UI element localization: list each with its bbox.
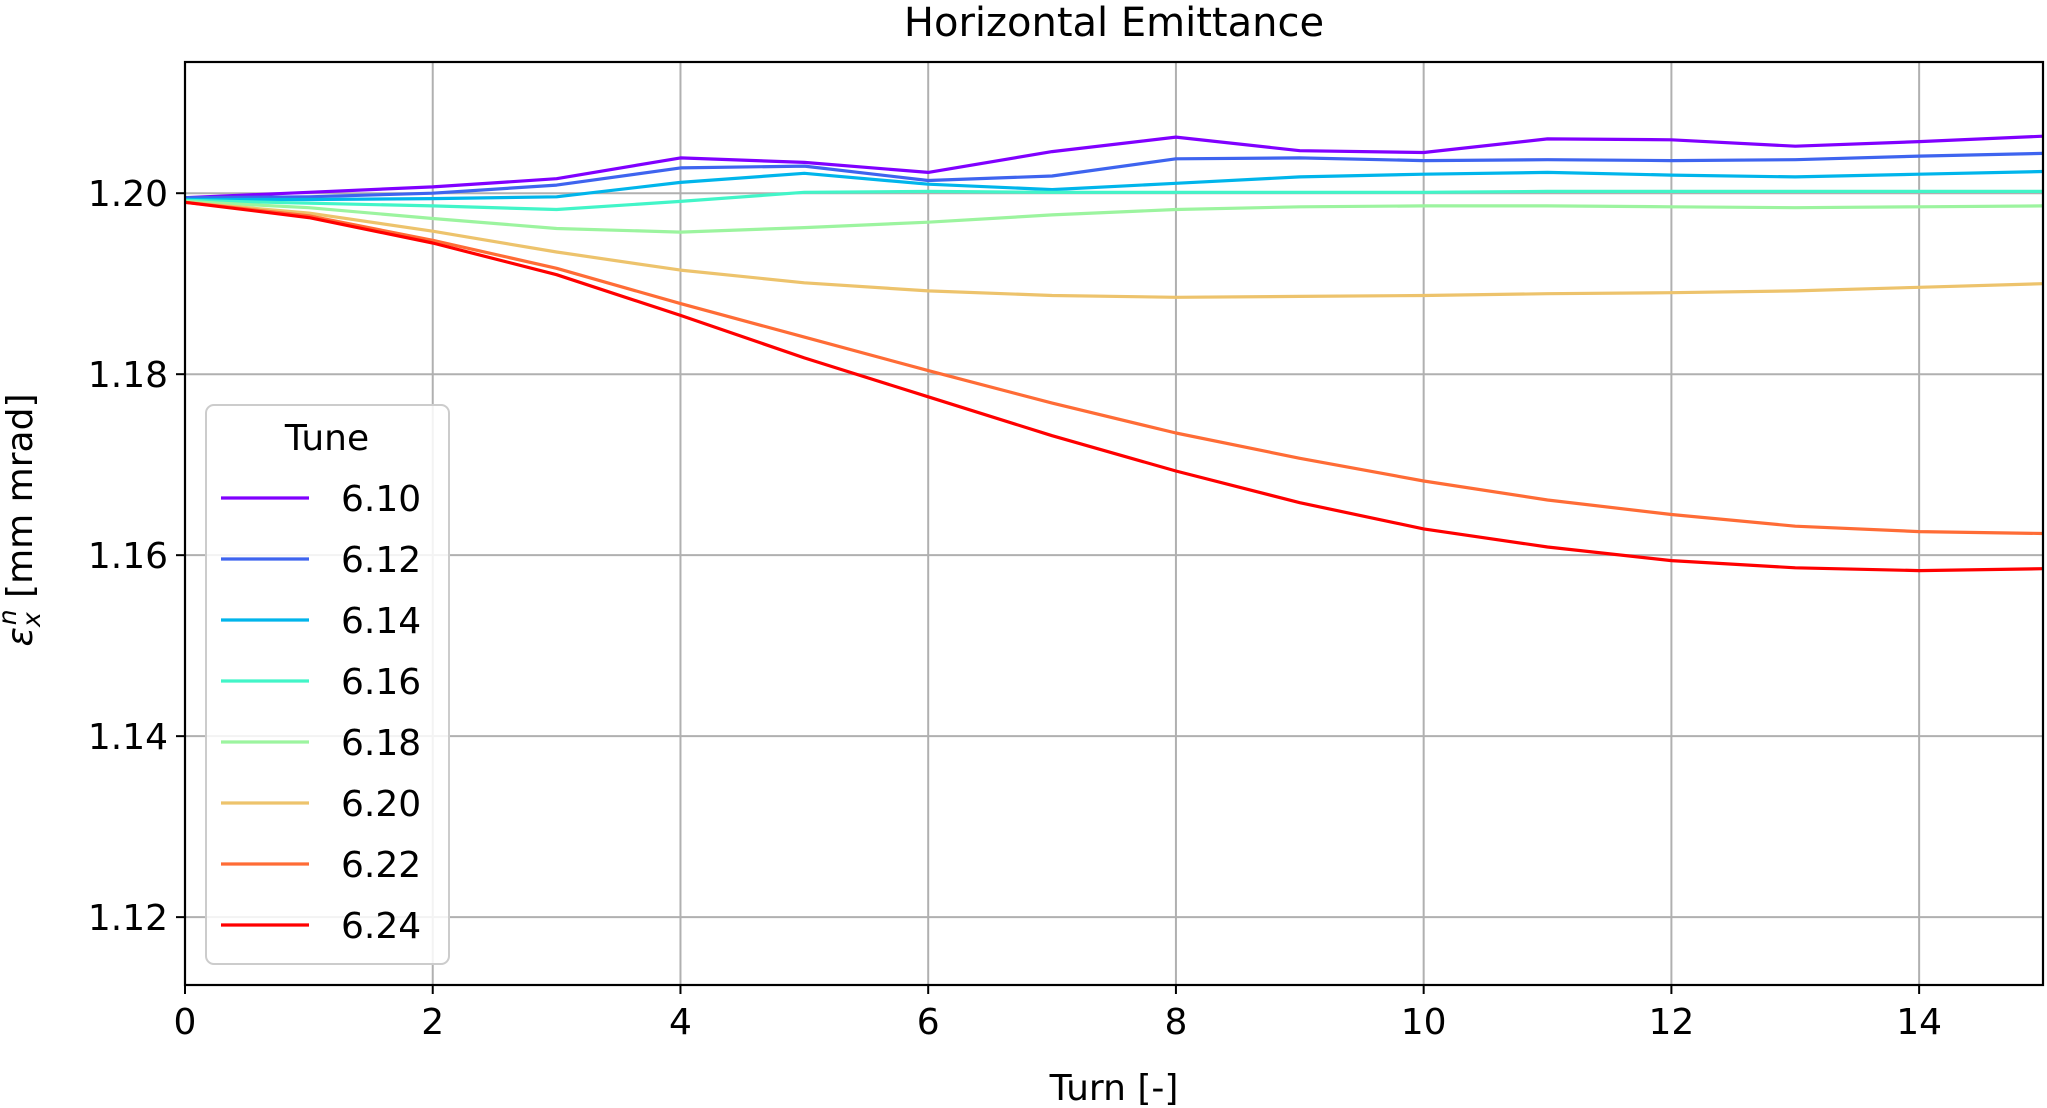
- x-axis-label: Turn [-]: [1049, 1068, 1179, 1108]
- legend-label: 6.10: [341, 479, 421, 520]
- legend-box: [205, 404, 450, 965]
- y-axis-label-symbol: ε: [0, 627, 41, 646]
- legend-label: 6.14: [341, 601, 421, 642]
- x-tick-label: 12: [1648, 1002, 1694, 1043]
- grid: [184, 62, 2043, 985]
- y-tick-label: 1.20: [88, 174, 168, 215]
- y-axis-label-subscript: x: [17, 612, 46, 628]
- y-tick-label: 1.14: [88, 717, 168, 758]
- x-tick-label: 6: [917, 1002, 940, 1043]
- y-axis-label-unit: [mm mrad]: [0, 393, 41, 609]
- y-axis-label: εxn [mm mrad]: [0, 393, 46, 646]
- legend-label: 6.22: [341, 845, 421, 886]
- legend-items: 6.10 6.12 6.14 6.16 6.18 6.20 6.22 6.24: [221, 479, 421, 947]
- series-line-6.24: [184, 200, 2044, 573]
- series-line-6.14: [185, 169, 2044, 202]
- x-tick-label: 14: [1896, 1002, 1942, 1043]
- x-tick-label: 0: [174, 1002, 197, 1043]
- chart-title: Horizontal Emittance: [904, 0, 1324, 46]
- series-line-6.20: [184, 200, 2044, 299]
- series-line-6.16: [184, 189, 2043, 212]
- legend: Tune 6.10 6.12 6.14 6.16 6.18 6.20 6.22 6.24: [205, 404, 450, 965]
- x-tick-label: 8: [1164, 1002, 1187, 1043]
- y-tick-label: 1.16: [88, 536, 168, 577]
- legend-label: 6.24: [341, 906, 421, 947]
- legend-label: 6.18: [341, 723, 421, 764]
- y-tick-label: 1.12: [88, 898, 168, 939]
- series-line-6.22: [184, 200, 2044, 536]
- legend-label: 6.12: [341, 540, 421, 581]
- y-tick-label: 1.18: [88, 355, 168, 396]
- plot-frame: [183, 60, 2045, 987]
- legend-label: 6.20: [341, 784, 421, 825]
- legend-label: 6.16: [341, 662, 421, 703]
- x-tick-label: 4: [669, 1002, 692, 1043]
- series-lines: [184, 134, 2044, 573]
- x-tick-label: 10: [1401, 1002, 1447, 1043]
- axis-ticks: 0 2 4 6 8 10 12 14 1.12 1.14 1.16 1.18 1.20: [88, 174, 1942, 1043]
- series-line-6.18: [184, 199, 2044, 234]
- series-line-6.10: [184, 134, 2044, 200]
- legend-title: Tune: [284, 418, 369, 459]
- y-axis-label-superscript: n: [0, 609, 22, 625]
- x-tick-label: 2: [421, 1002, 444, 1043]
- series-line-6.12: [184, 151, 2044, 200]
